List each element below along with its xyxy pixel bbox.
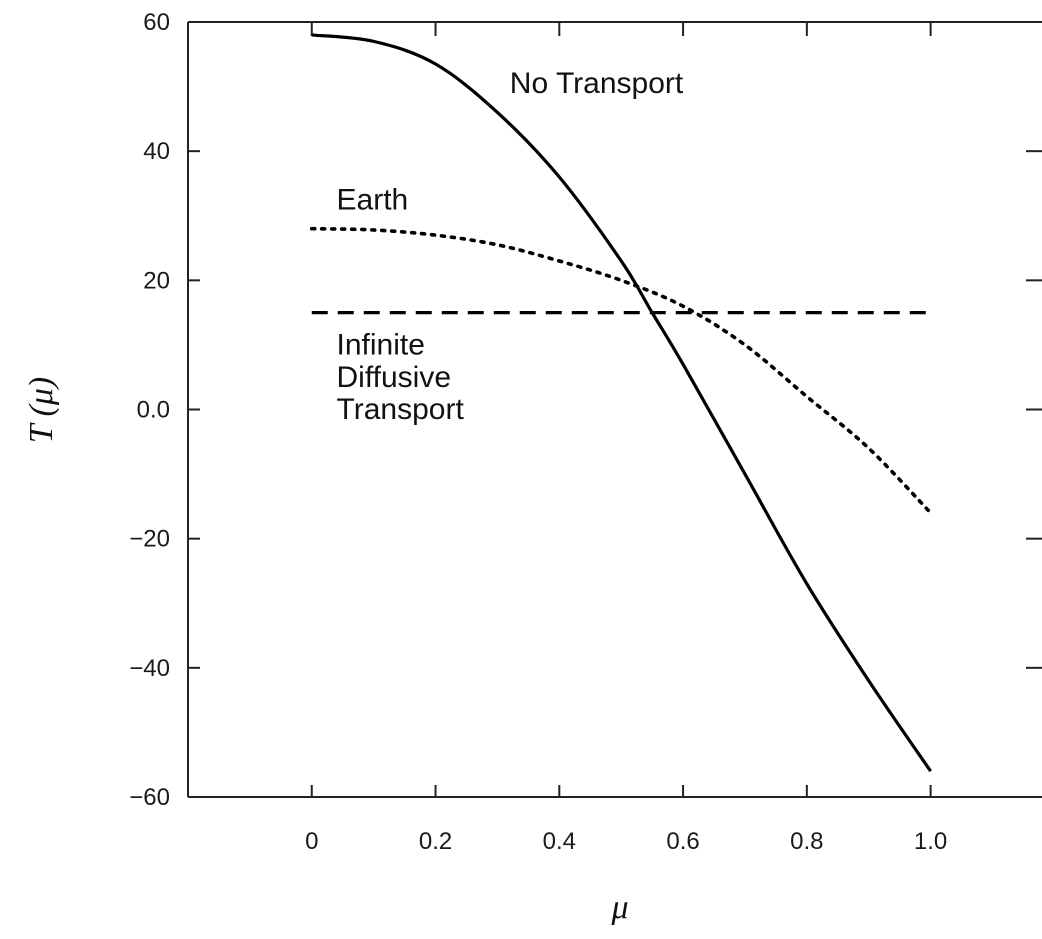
y-tick-label: −20 [129, 526, 170, 553]
x-tick-label: 0.6 [666, 828, 699, 855]
x-axis-title: μ [610, 889, 628, 926]
series-label: Infinite [337, 329, 425, 362]
axis-ticks [188, 21, 1042, 798]
y-axis-title: T (μ) [23, 377, 60, 444]
x-tick-label: 0.8 [790, 828, 823, 855]
series-line-earth [309, 226, 933, 515]
x-tick-label: 0.4 [543, 828, 576, 855]
series-line-no-transport [311, 33, 932, 773]
series-layer [309, 33, 933, 773]
y-tick-label: 0.0 [137, 397, 170, 424]
series-label: Earth [337, 183, 409, 216]
series-label: Diffusive [337, 361, 452, 394]
x-tick-label: 0.2 [419, 828, 452, 855]
tick-labels: 60 40 20 0.0 −20 −40 −60 0 0.2 0.4 0.6 0.8 1.0 [129, 9, 947, 855]
x-tick-label: 0 [305, 828, 318, 855]
y-tick-label: 20 [143, 267, 170, 294]
series-label: No Transport [510, 67, 684, 100]
series-label: Transport [337, 393, 465, 426]
y-tick-label: 60 [143, 9, 170, 36]
plot-frame [187, 21, 1042, 798]
y-tick-label: −60 [129, 784, 170, 811]
y-tick-label: −40 [129, 655, 170, 682]
y-tick-label: 40 [143, 138, 170, 165]
annotation-layer: No Transport Earth InfiniteDiffusiveTransp… [337, 67, 684, 426]
x-tick-label: 1.0 [914, 828, 947, 855]
